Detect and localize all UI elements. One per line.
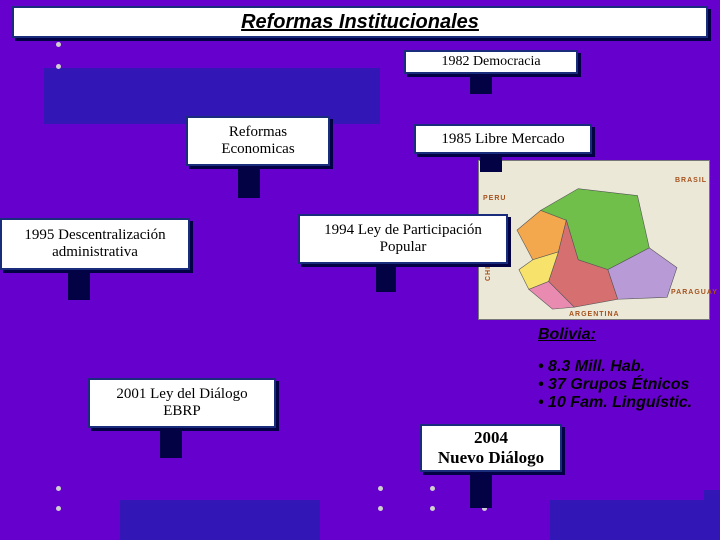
dot bbox=[378, 486, 383, 491]
map-neighbor-label: PARAGUAY bbox=[671, 289, 718, 296]
deco-bar bbox=[120, 500, 320, 540]
dot bbox=[56, 486, 61, 491]
box-stem bbox=[160, 430, 182, 458]
node-participacion: 1994 Ley de Participación Popular bbox=[298, 214, 508, 264]
bolivia-map: PERUBRASILCHILEPARAGUAYARGENTINA bbox=[478, 160, 710, 320]
deco-bar bbox=[704, 490, 720, 540]
country-info: Bolivia: 8.3 Mill. Hab. 37 Grupos Étnico… bbox=[538, 326, 692, 412]
dot bbox=[56, 506, 61, 511]
dot bbox=[56, 64, 61, 69]
dot bbox=[378, 506, 383, 511]
fact-item: 10 Fam. Linguístic. bbox=[538, 394, 692, 412]
page-title: Reformas Institucionales bbox=[241, 11, 479, 34]
box-stem bbox=[480, 156, 502, 172]
country-facts: 8.3 Mill. Hab. 37 Grupos Étnicos 10 Fam.… bbox=[538, 358, 692, 412]
map-neighbor-label: PERU bbox=[483, 195, 506, 202]
dot bbox=[430, 506, 435, 511]
box-stem bbox=[470, 474, 492, 508]
country-name: Bolivia: bbox=[538, 326, 692, 344]
box-stem bbox=[376, 266, 396, 292]
node-dialogo: 2001 Ley del Diálogo EBRP bbox=[88, 378, 276, 428]
dot bbox=[430, 486, 435, 491]
map-neighbor-label: ARGENTINA bbox=[569, 311, 620, 318]
deco-bar bbox=[550, 500, 720, 540]
node-democracia: 1982 Democracia bbox=[404, 50, 578, 74]
map-neighbor-label: BRASIL bbox=[675, 177, 707, 184]
fact-item: 37 Grupos Étnicos bbox=[538, 376, 692, 394]
node-nuevodialogo: 2004 Nuevo Diálogo bbox=[420, 424, 562, 472]
node-libremercado: 1985 Libre Mercado bbox=[414, 124, 592, 154]
node-economicas: Reformas Economicas bbox=[186, 116, 330, 166]
dot bbox=[56, 42, 61, 47]
box-stem bbox=[68, 272, 90, 300]
title-bar: Reformas Institucionales bbox=[12, 6, 708, 38]
fact-item: 8.3 Mill. Hab. bbox=[538, 358, 692, 376]
box-stem bbox=[470, 76, 492, 94]
node-descentr: 1995 Descentralización administrativa bbox=[0, 218, 190, 270]
box-stem bbox=[238, 168, 260, 198]
